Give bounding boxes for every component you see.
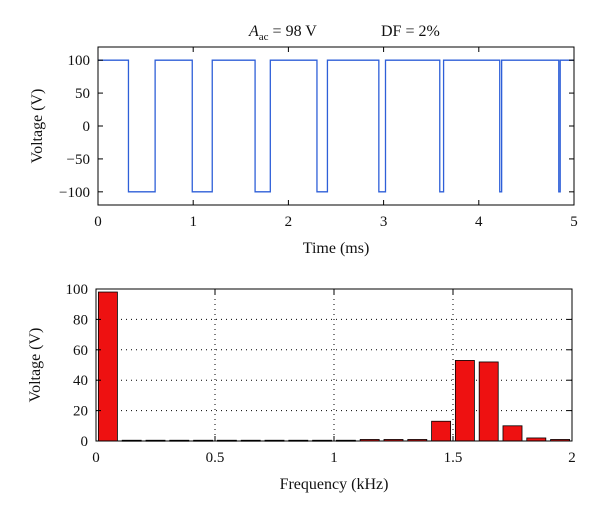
spectrum-bar bbox=[478, 361, 499, 442]
time-x-tick-label: 0 bbox=[94, 214, 102, 230]
frequency-y-tick-label: 40 bbox=[73, 373, 88, 389]
time-axes-frame bbox=[97, 46, 575, 206]
time-waveform bbox=[98, 59, 574, 193]
time-domain-chart: 0 1 2 3 4 5 −100 −50 0 50 100 Time (ms) Voltage (V… bbox=[29, 46, 578, 257]
amplitude-value: = 98 V bbox=[269, 23, 318, 40]
frequency-y-axis-label: Voltage (V) bbox=[27, 328, 44, 403]
frequency-x-tick-label: 0.5 bbox=[206, 450, 225, 466]
waveform-line bbox=[98, 59, 574, 193]
spectrum-bar bbox=[454, 360, 475, 442]
frequency-y-tick-label: 20 bbox=[73, 404, 88, 420]
spectrum-bar bbox=[502, 425, 523, 442]
frequency-x-tick-label: 1.5 bbox=[444, 450, 463, 466]
frequency-x-tick-label: 2 bbox=[568, 450, 576, 466]
frequency-x-axis-label: Frequency (kHz) bbox=[280, 476, 389, 493]
frequency-y-tick-label: 60 bbox=[73, 343, 88, 359]
amplitude-annotation: Aac = 98 V bbox=[248, 23, 317, 43]
time-x-tick-label: 5 bbox=[570, 214, 578, 230]
frequency-x-tick-label: 0 bbox=[92, 450, 100, 466]
time-x-tick-label: 3 bbox=[380, 214, 388, 230]
time-x-tick-label: 4 bbox=[475, 214, 483, 230]
frequency-y-tick-label: 80 bbox=[73, 312, 88, 328]
amplitude-symbol: A bbox=[248, 23, 259, 40]
time-ticks: 0 1 2 3 4 5 −100 −50 0 50 100 bbox=[59, 47, 578, 230]
time-x-tick-label: 2 bbox=[285, 214, 293, 230]
time-y-tick-label: 0 bbox=[83, 119, 91, 135]
duty-factor-annotation: DF = 2% bbox=[381, 23, 440, 40]
time-y-tick-label: 100 bbox=[68, 53, 91, 69]
time-x-axis-label: Time (ms) bbox=[303, 240, 370, 257]
spectrum-bar bbox=[97, 291, 118, 442]
frequency-x-tick-label: 1 bbox=[330, 450, 338, 466]
spectrum-bar bbox=[431, 420, 452, 442]
time-y-axis-label: Voltage (V) bbox=[29, 89, 46, 164]
frequency-gridlines bbox=[96, 289, 572, 441]
amplitude-subscript: ac bbox=[259, 31, 269, 43]
frequency-y-tick-label: 0 bbox=[81, 434, 89, 450]
time-y-tick-label: −50 bbox=[67, 152, 90, 168]
time-y-tick-label: −100 bbox=[59, 185, 90, 201]
frequency-y-tick-label: 100 bbox=[66, 282, 89, 298]
time-y-tick-label: 50 bbox=[75, 86, 90, 102]
time-x-tick-label: 1 bbox=[189, 214, 197, 230]
